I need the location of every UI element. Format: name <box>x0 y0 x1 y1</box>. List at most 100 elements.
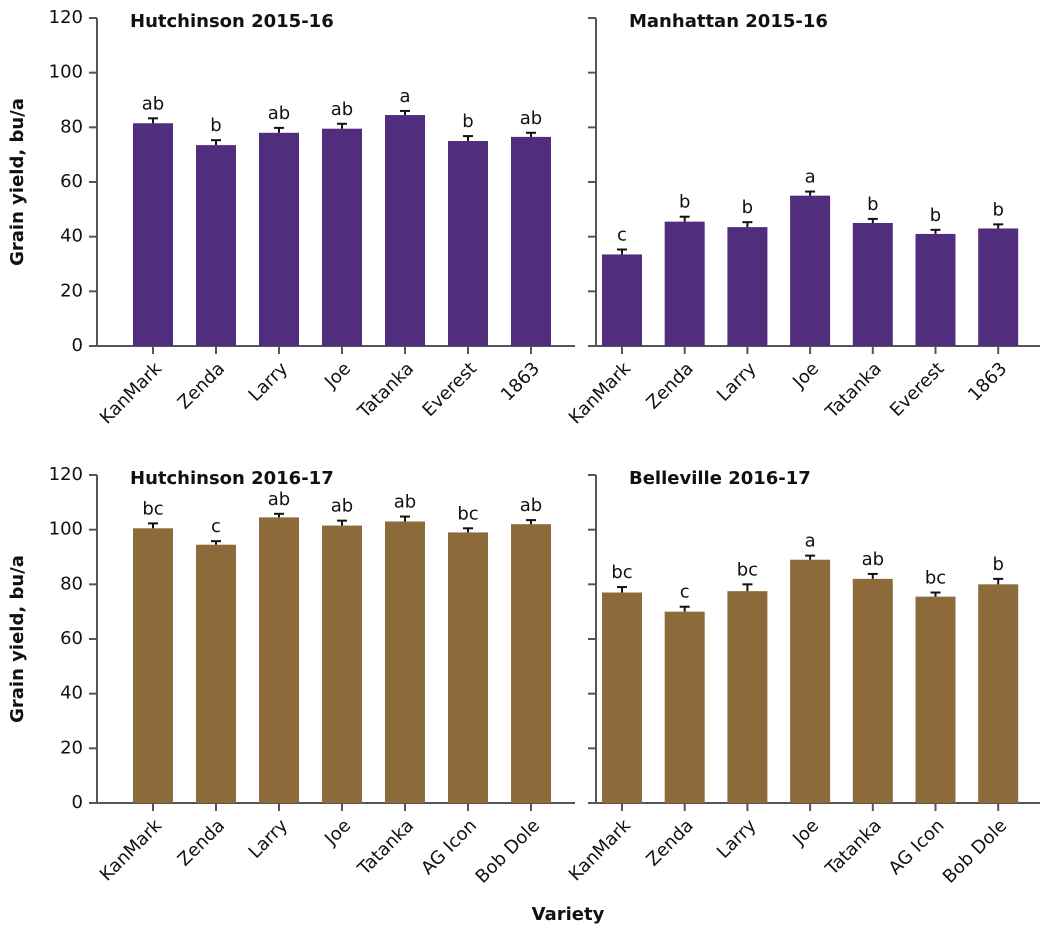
x-tick-label: Larry <box>713 358 761 406</box>
bar <box>196 145 236 346</box>
panel-title: Hutchinson 2015-16 <box>130 11 334 32</box>
significance-letter: b <box>462 111 473 132</box>
bar <box>259 517 299 803</box>
y-tick-label: 20 <box>60 280 83 301</box>
x-tick-label: Zenda <box>642 358 697 413</box>
bar <box>385 115 425 347</box>
x-tick-label: Tatanka <box>353 358 418 423</box>
bar <box>511 524 551 803</box>
bar <box>978 228 1019 346</box>
significance-letter: ab <box>862 549 884 570</box>
x-tick-label: Zenda <box>174 358 229 413</box>
bar <box>978 584 1019 803</box>
y-tick-label: 100 <box>49 519 83 540</box>
significance-letter: b <box>210 115 221 136</box>
significance-letter: ab <box>520 108 542 129</box>
x-tick-label: KanMark <box>565 358 636 429</box>
y-tick-label: 0 <box>72 792 83 813</box>
y-tick-label: 40 <box>60 226 83 247</box>
bar <box>511 136 551 346</box>
bar <box>727 591 768 803</box>
x-tick-label: Tatanka <box>821 815 886 880</box>
bar <box>322 128 362 346</box>
y-axis-label: Grain yield, bu/a <box>7 98 28 266</box>
significance-letter: b <box>867 194 878 215</box>
x-tick-label: Joe <box>788 815 823 850</box>
x-tick-label: Zenda <box>174 815 229 870</box>
bar <box>664 611 705 803</box>
significance-letter: a <box>399 86 410 107</box>
x-tick-label: Everest <box>418 358 481 421</box>
bar <box>196 544 236 803</box>
x-tick-label: KanMark <box>565 815 636 886</box>
bar <box>133 123 173 346</box>
y-tick-label: 0 <box>72 335 83 356</box>
y-tick-label: 80 <box>60 116 83 137</box>
significance-letter: ab <box>268 103 290 124</box>
y-tick-label: 120 <box>49 464 83 485</box>
significance-letter: c <box>680 582 690 603</box>
bar <box>915 233 956 346</box>
significance-letter: bc <box>737 559 758 580</box>
x-tick-label: Joe <box>320 358 355 393</box>
x-tick-label: Everest <box>886 358 949 421</box>
significance-letter: bc <box>925 568 946 589</box>
x-tick-label: AG Icon <box>417 815 481 879</box>
bar <box>790 559 831 803</box>
x-tick-label: Joe <box>788 358 823 393</box>
x-axis-label: Variety <box>532 904 605 925</box>
x-tick-label: 1863 <box>964 358 1011 405</box>
x-tick-label: Larry <box>713 815 761 863</box>
y-tick-label: 60 <box>60 171 83 192</box>
panel-title: Manhattan 2015-16 <box>629 11 828 32</box>
x-tick-label: 1863 <box>497 358 544 405</box>
y-tick-label: 100 <box>49 62 83 83</box>
x-tick-label: KanMark <box>96 358 167 429</box>
bar <box>602 254 642 346</box>
significance-letter: a <box>805 167 816 188</box>
bar <box>664 221 705 346</box>
x-tick-label: KanMark <box>96 815 167 886</box>
significance-letter: bc <box>457 503 478 524</box>
y-tick-label: 40 <box>60 683 83 704</box>
x-tick-label: Joe <box>320 815 355 850</box>
bar <box>852 223 893 346</box>
significance-letter: ab <box>520 495 542 516</box>
bar <box>727 227 768 346</box>
x-tick-label: Tatanka <box>353 815 418 880</box>
significance-letter: ab <box>142 93 164 114</box>
bar <box>790 195 831 346</box>
x-tick-label: Zenda <box>642 815 697 870</box>
significance-letter: b <box>742 197 753 218</box>
bar <box>133 528 173 803</box>
significance-letter: b <box>930 205 941 226</box>
significance-letter: ab <box>331 496 353 517</box>
significance-letter: ab <box>394 492 416 513</box>
significance-letter: ab <box>331 99 353 120</box>
y-tick-label: 20 <box>60 737 83 758</box>
bar <box>915 596 956 803</box>
y-axis-label: Grain yield, bu/a <box>7 555 28 723</box>
bar <box>322 525 362 803</box>
bar <box>448 141 488 346</box>
panel-title: Belleville 2016-17 <box>629 468 811 489</box>
bar <box>259 132 299 346</box>
significance-letter: b <box>992 199 1003 220</box>
x-tick-label: Larry <box>245 358 293 406</box>
significance-letter: ab <box>268 489 290 510</box>
significance-letter: c <box>211 516 221 537</box>
panel-title: Hutchinson 2016-17 <box>130 468 334 489</box>
bar <box>448 532 488 803</box>
significance-letter: b <box>992 554 1003 575</box>
bar <box>602 592 642 803</box>
y-tick-label: 120 <box>49 7 83 28</box>
x-tick-label: Tatanka <box>821 358 886 423</box>
bar <box>852 578 893 803</box>
x-tick-label: Larry <box>245 815 293 863</box>
y-tick-label: 60 <box>60 628 83 649</box>
significance-letter: bc <box>611 562 632 583</box>
x-tick-label: Bob Dole <box>472 815 544 887</box>
x-tick-label: Bob Dole <box>939 815 1011 887</box>
significance-letter: bc <box>142 498 163 519</box>
significance-letter: b <box>679 192 690 213</box>
